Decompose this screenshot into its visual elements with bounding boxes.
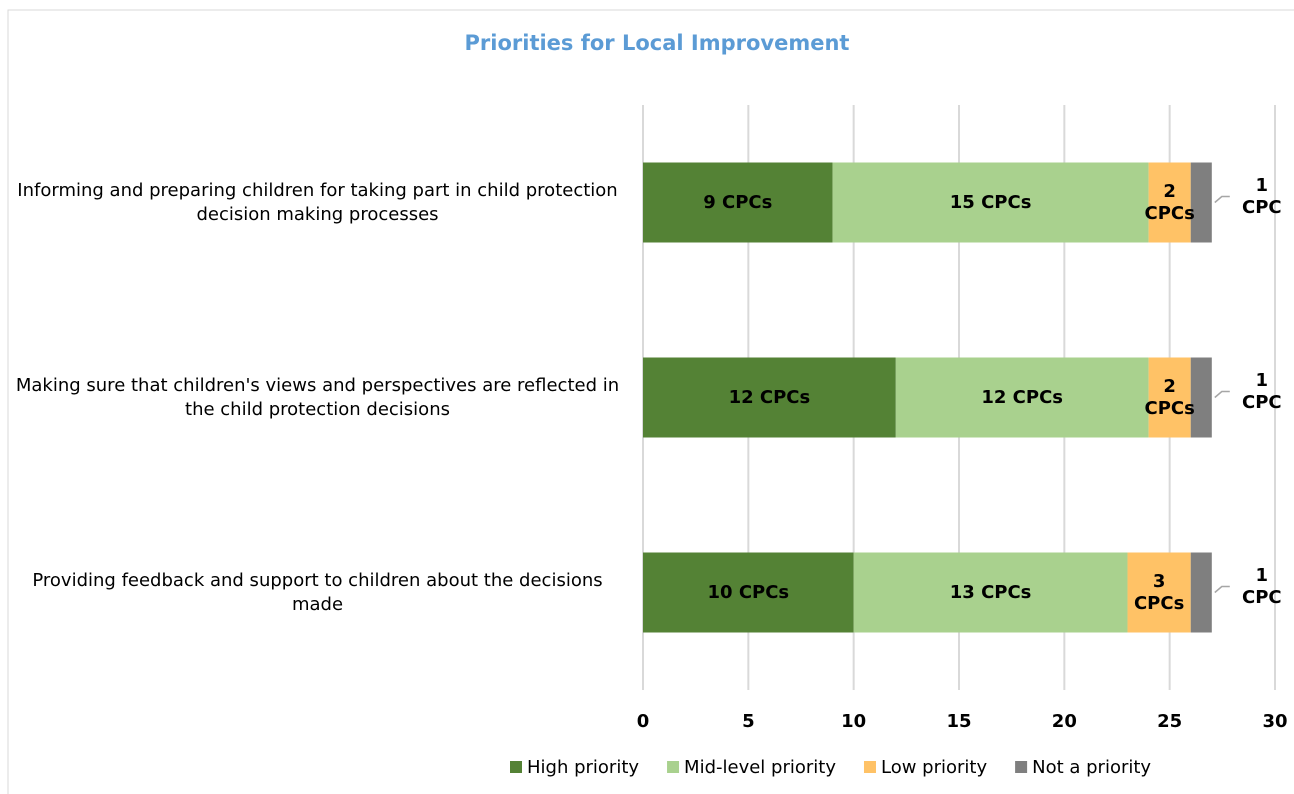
bar-segment [895,357,1149,438]
bar-segment [643,357,896,438]
data-label: 1 CPC [1241,564,1282,608]
category-label: Providing feedback and support to childr… [32,569,603,615]
legend-swatch [667,761,680,773]
bar-segment [1190,162,1212,243]
data-label: 1 CPC [1241,174,1282,218]
data-label: 15 CPCs [949,191,1032,213]
legend-label: High priority [527,757,639,778]
bar-segment [643,162,833,243]
x-tick-label: 10 [841,711,866,732]
bar-segment [1127,552,1191,633]
data-label: 10 CPCs [707,581,790,603]
legend-label: Mid-level priority [684,757,836,778]
category-label: Informing and preparing children for tak… [17,179,618,225]
data-label: 2 CPCs [1144,180,1195,224]
data-label: 3 CPCs [1133,570,1185,614]
legend-swatch [1015,761,1028,773]
bar-segment [832,162,1149,243]
bar-segment [1148,162,1191,243]
x-tick-label: 25 [1157,711,1182,732]
data-label: 1 CPC [1241,369,1282,413]
x-tick-label: 15 [946,711,971,732]
data-label: 12 CPCs [728,386,811,408]
leader-line [1214,390,1230,399]
category-label: Making sure that children's views and pe… [15,374,620,420]
x-tick-label: 20 [1052,711,1077,732]
leader-line [1214,195,1230,204]
legend-swatch [863,761,876,773]
bar-segment [1148,357,1191,438]
legend-swatch [510,761,522,773]
bar-segment [643,552,854,633]
data-label: 13 CPCs [949,581,1032,603]
legend-label: Low priority [881,757,987,778]
x-tick-label: 0 [637,711,650,732]
data-label: 2 CPCs [1144,375,1195,419]
bar-segment [853,552,1128,633]
x-tick-label: 5 [742,711,755,732]
chart-frame [7,9,1294,794]
x-tick-label: 30 [1262,711,1287,732]
chart-title: Priorities for Local Improvement [465,31,850,55]
legend-label: Not a priority [1032,757,1151,778]
data-label: 12 CPCs [981,386,1064,408]
leader-line [1214,585,1230,594]
bar-segment [1190,552,1212,633]
data-label: 9 CPCs [703,191,773,213]
bar-segment [1190,357,1212,438]
